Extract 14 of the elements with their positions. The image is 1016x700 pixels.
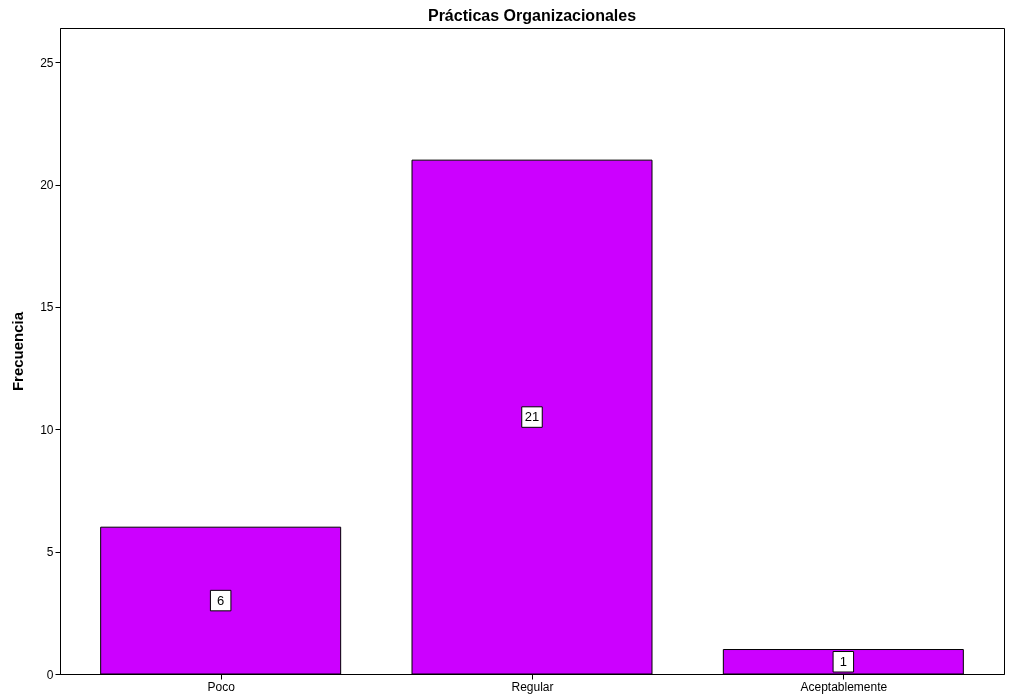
y-axis-title: Frecuencia xyxy=(9,311,27,392)
data-label: 1 xyxy=(839,653,847,669)
y-tick-label: 25 xyxy=(40,55,54,70)
y-tick-label: 20 xyxy=(40,178,54,193)
x-tick-label: Aceptablemente xyxy=(800,679,888,694)
y-tick-label: 5 xyxy=(46,545,54,560)
data-label: 6 xyxy=(217,592,225,608)
y-tick-label: 15 xyxy=(40,300,54,315)
x-tick-label: Poco xyxy=(207,679,236,694)
y-tick-label: 0 xyxy=(46,667,54,682)
y-tick-label: 10 xyxy=(40,422,54,437)
data-label: 21 xyxy=(524,409,540,425)
x-tick-label: Regular xyxy=(511,679,554,694)
chart-title: Prácticas Organizacionales xyxy=(427,7,637,24)
